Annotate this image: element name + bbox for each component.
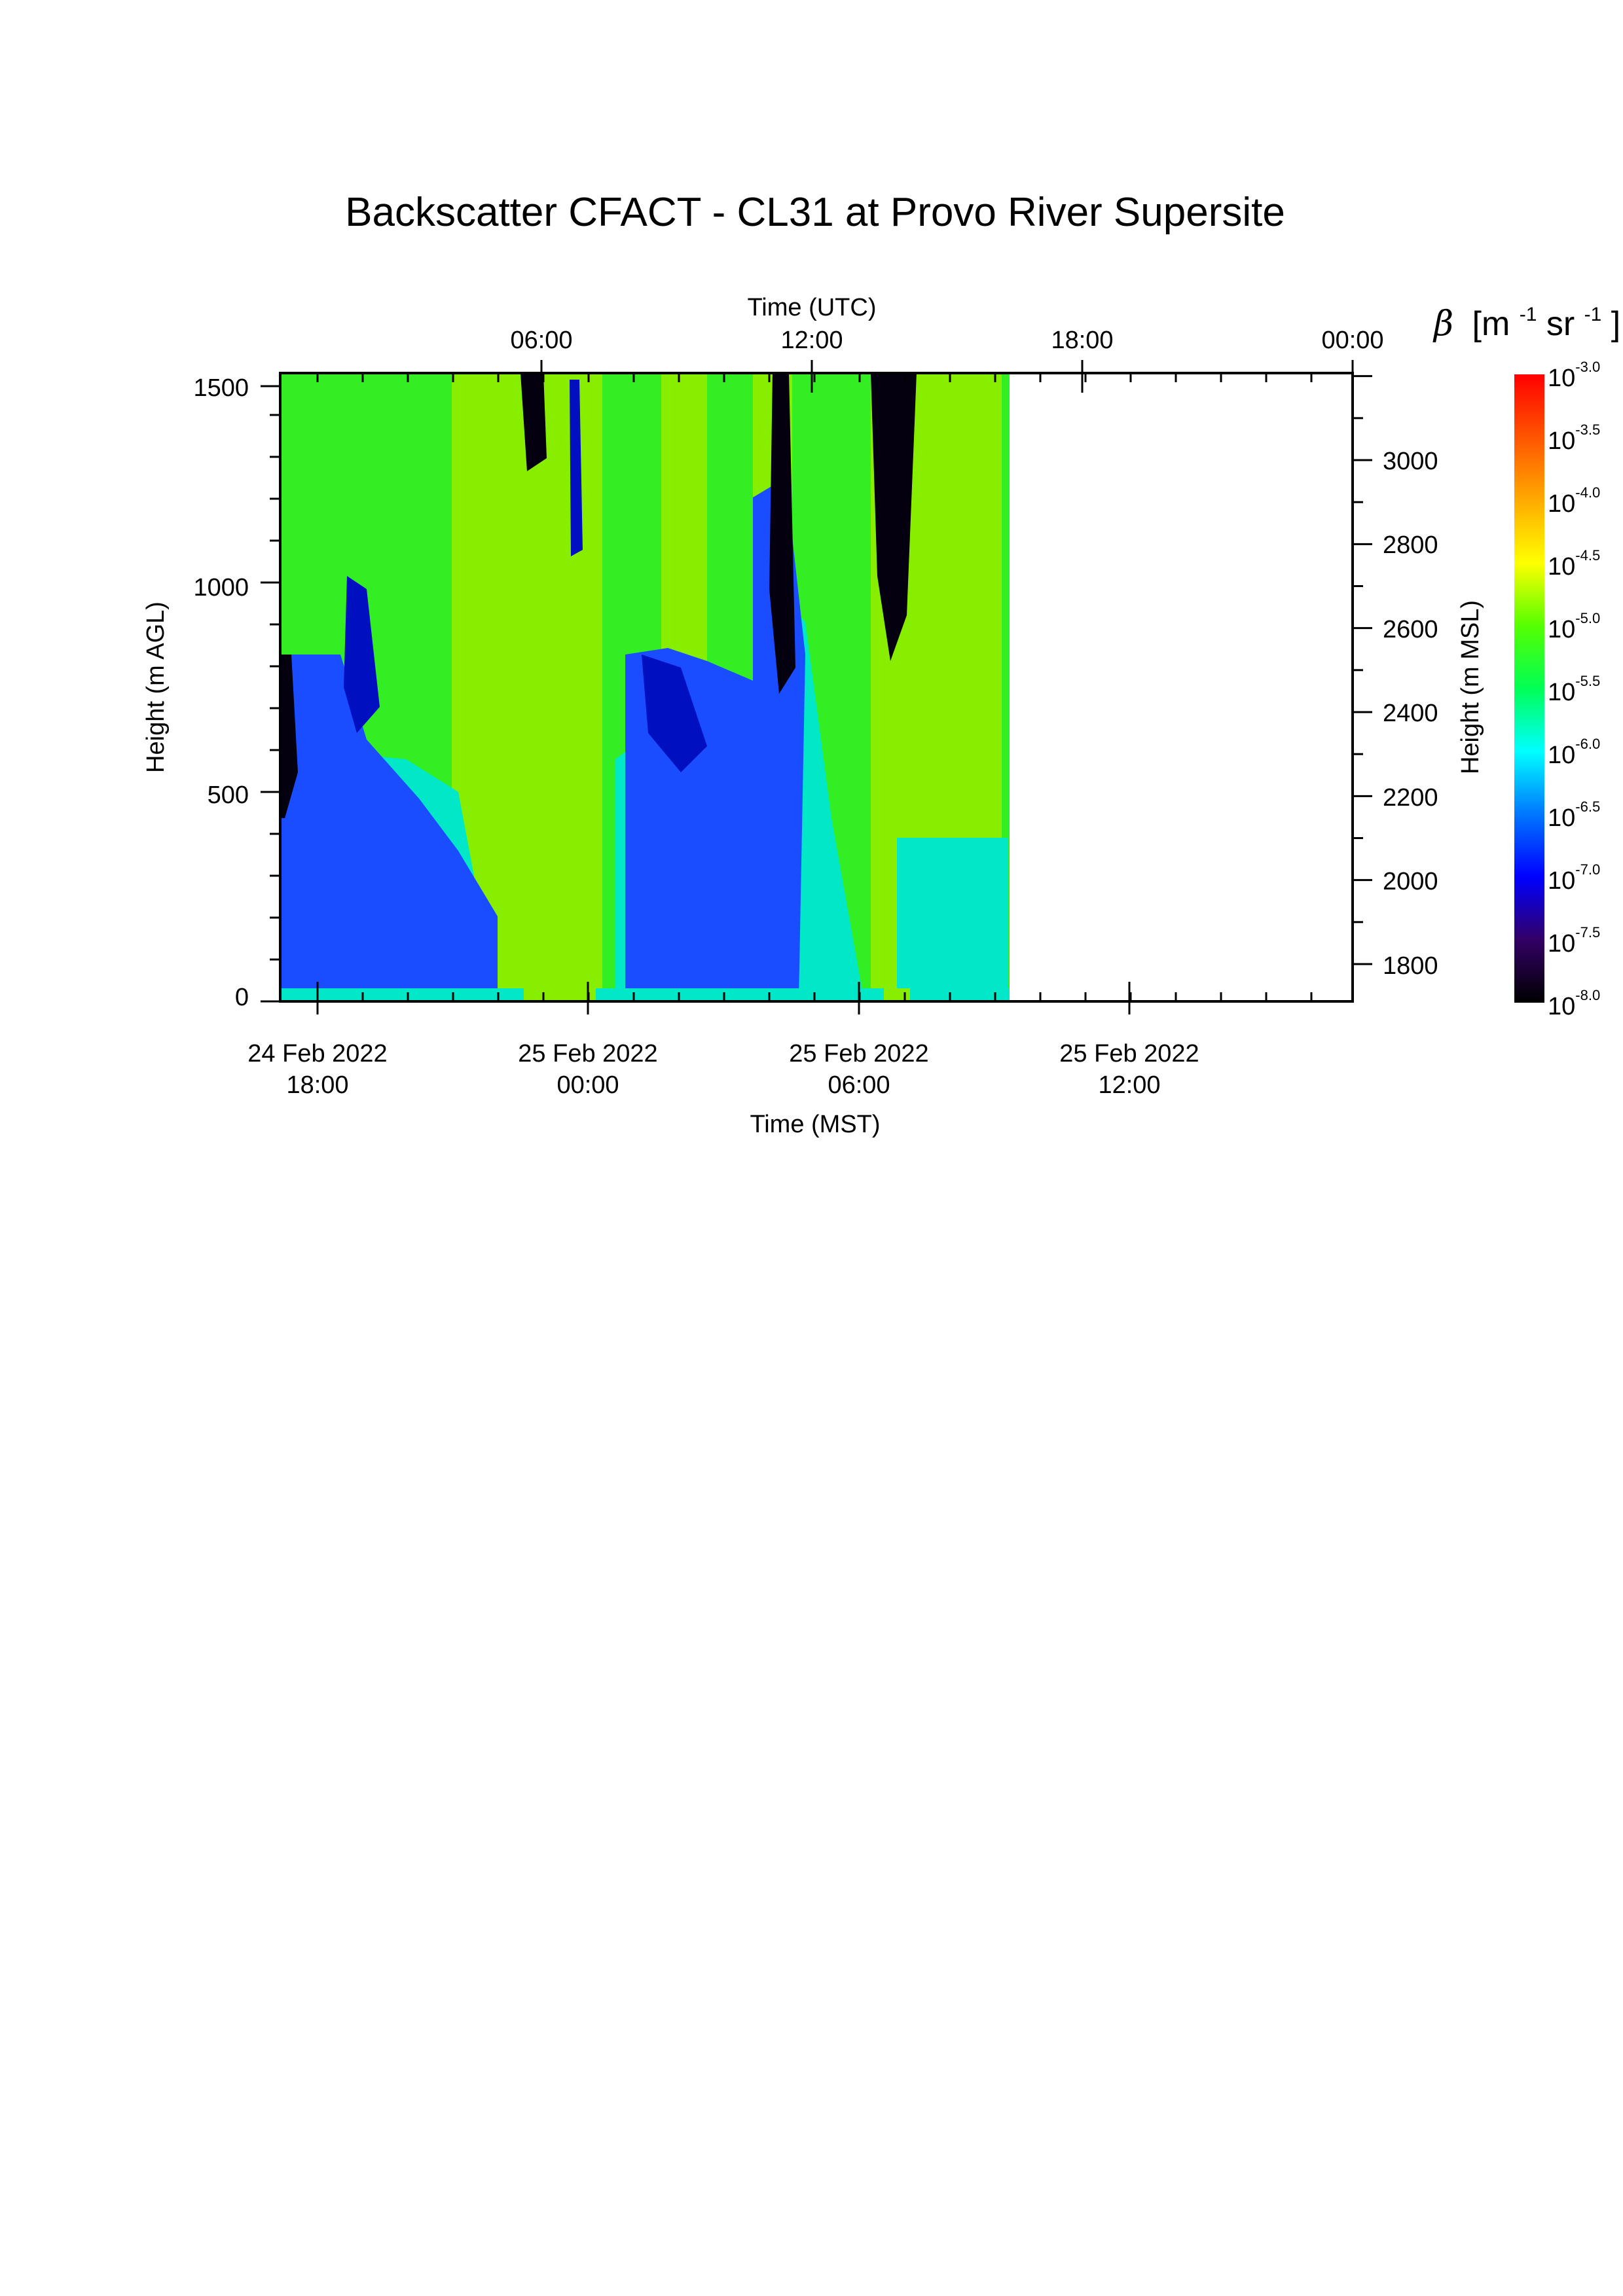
heatmap-blue [280,655,498,1001]
colorbar-tick-label: 10-6.5 [1548,798,1600,832]
colorbar-units-mid: sr [1546,305,1575,343]
right-tick-label: 2000 [1383,868,1438,895]
bottom-tick-date: 25 Feb 2022 [1059,1040,1199,1067]
left-axis-label: Height (m AGL) [142,601,170,773]
left-tick-label: 500 [208,781,249,809]
axis-ticks [261,360,1372,1014]
left-tick-label: 1000 [193,574,249,601]
colorbar-tick-label: 10-4.5 [1548,547,1600,581]
colorbar-symbol: β [1432,304,1453,344]
heatmap-surface [524,988,596,1001]
heatmap-dark-core [344,576,380,733]
colorbar-units-exp1: -1 [1520,304,1537,325]
heatmap-dark-core [769,373,795,694]
top-tick-label: 06:00 [510,327,572,354]
colorbar-tick-label: 10-8.0 [1548,987,1600,1020]
right-axis-label: Height (m MSL) [1457,600,1484,774]
backscatter-heatmap [280,373,1010,1001]
colorbar [1514,374,1544,1003]
colorbar-tick-label: 10-6.0 [1548,736,1600,769]
colorbar-tick-label: 10-5.0 [1548,610,1600,643]
chart-title: Backscatter CFACT - CL31 at Provo River … [345,190,1285,235]
heatmap-cyan-lower [897,838,1008,1001]
colorbar-tick-label: 10-7.5 [1548,924,1600,958]
plot-frame [279,372,1354,1003]
bottom-tick-time: 12:00 [1098,1071,1160,1099]
bottom-tick-date: 25 Feb 2022 [518,1040,657,1067]
right-tick-label: 2800 [1383,531,1438,559]
colorbar-units: [m [1472,305,1510,343]
top-tick-label: 18:00 [1051,327,1113,354]
heatmap-surface [280,988,1010,1001]
colorbar-labels: 10-3.0 10-3.5 10-4.0 10-4.5 10-5.0 10-5.5 10-6… [1548,359,1600,1020]
right-tick-label: 2200 [1383,784,1438,812]
top-axis-label: Time (UTC) [748,294,877,321]
right-tick-label: 3000 [1383,448,1438,475]
heatmap-dark-core [642,655,707,772]
colorbar-tick-label: 10-5.5 [1548,673,1600,706]
bottom-axis-label: Time (MST) [750,1111,880,1138]
colorbar-title: β [m -1 sr -1 ] [1432,291,1620,344]
bottom-tick-time: 18:00 [286,1071,348,1099]
heatmap-dark-core [871,373,917,661]
right-tick-label: 1800 [1383,952,1438,980]
heatmap-dark-core [570,380,583,556]
colorbar-units-end: ] [1611,305,1620,343]
heatmap-streak [537,373,596,1001]
colorbar-tick-label: 10-3.5 [1548,422,1600,455]
heatmap-surface [884,988,910,1001]
colorbar-tick-label: 10-3.0 [1548,359,1600,392]
colorbar-units-exp2: -1 [1584,304,1602,325]
bottom-tick-time: 00:00 [556,1071,619,1099]
colorbar-tick-label: 10-4.0 [1548,484,1600,518]
left-tick-label: 1500 [193,374,249,402]
right-tick-label: 2400 [1383,700,1438,727]
top-tick-label: 00:00 [1321,327,1383,354]
heatmap-dark-core [280,655,298,818]
bottom-tick-time: 06:00 [828,1071,890,1099]
heatmap-dark-core [520,373,547,471]
right-tick-label: 2600 [1383,616,1438,643]
bottom-tick-date: 24 Feb 2022 [247,1040,387,1067]
colorbar-tick-label: 10-7.0 [1548,861,1600,895]
top-tick-label: 12:00 [780,327,843,354]
left-tick-label: 0 [235,984,249,1011]
bottom-tick-date: 25 Feb 2022 [789,1040,928,1067]
